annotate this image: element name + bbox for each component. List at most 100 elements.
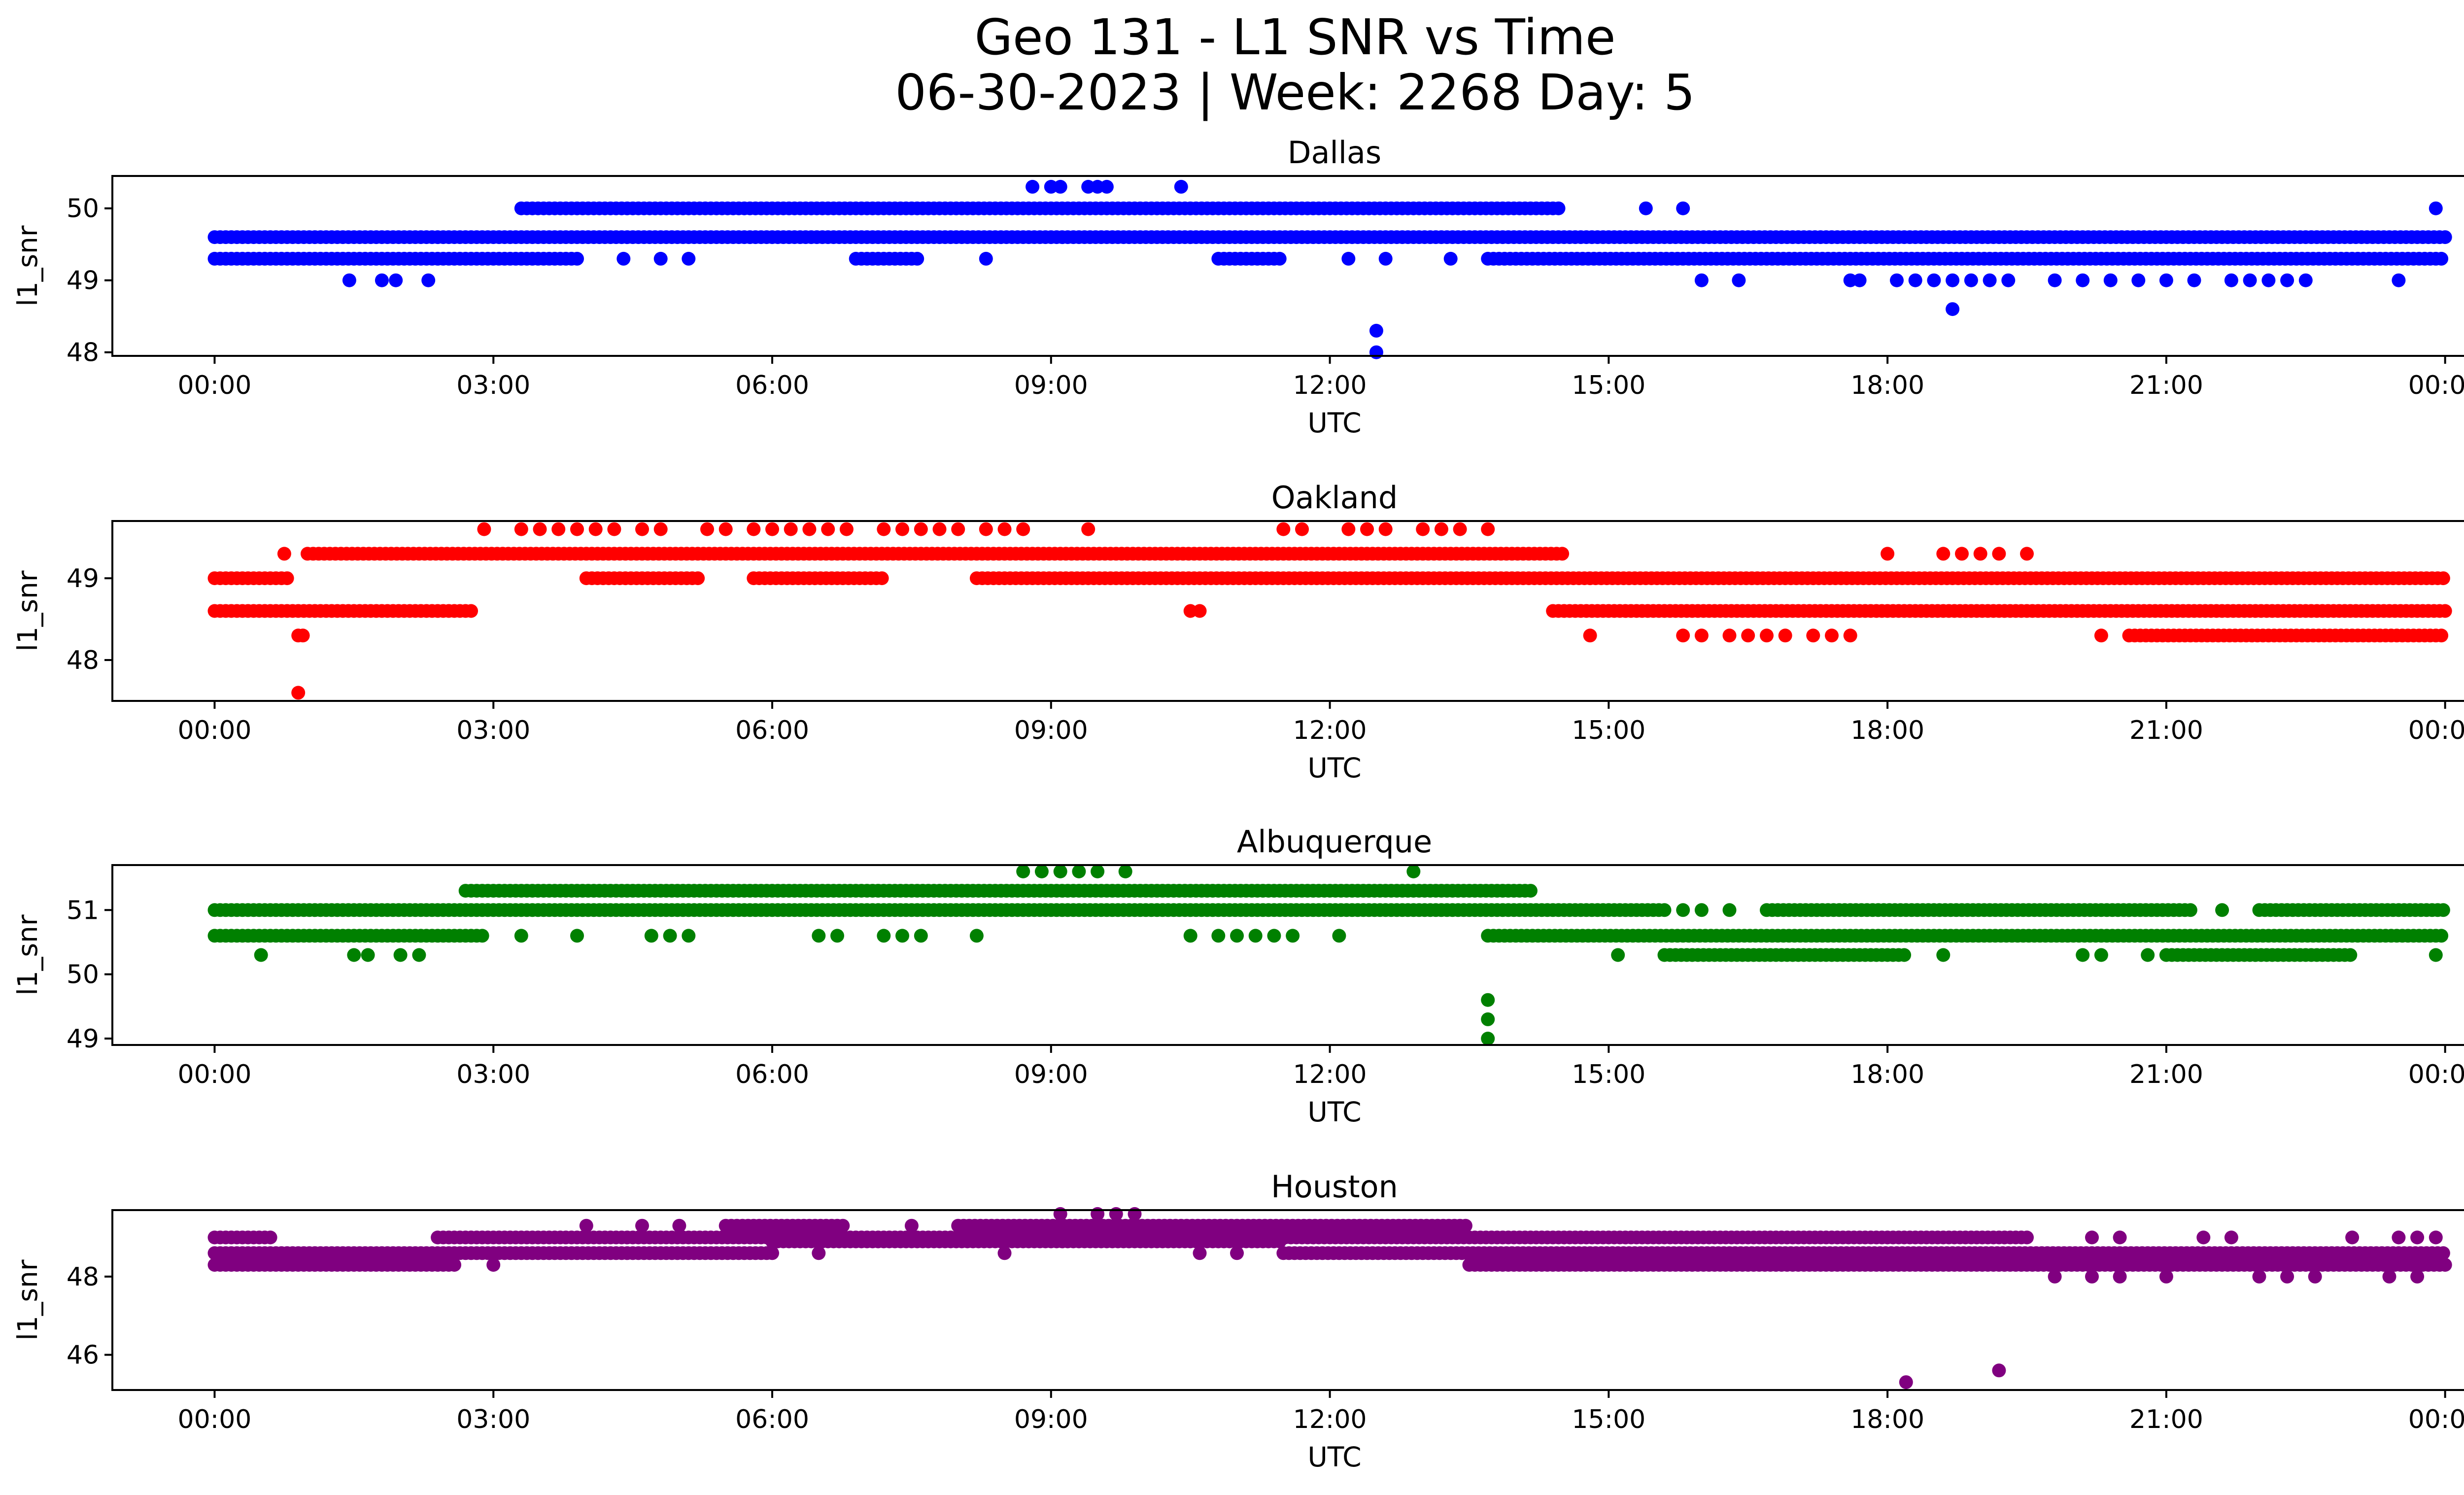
dallas-data-point [1927, 273, 1941, 287]
figure-title-line1: Geo 131 - L1 SNR vs Time [975, 8, 1616, 66]
oakland-data-point [802, 522, 817, 536]
oakland-data-point [914, 522, 928, 536]
houston-x-axis-label: UTC [1307, 1441, 1361, 1473]
oakland-xtick-label: 00:00 [178, 716, 252, 745]
houston-xtick-label: 00:00 [2408, 1405, 2464, 1434]
albuquerque-data-point [1694, 903, 1709, 917]
dallas-data-point [1369, 323, 1383, 338]
houston-xtick-label: 03:00 [456, 1405, 530, 1434]
albuquerque-data-point [1034, 865, 1049, 878]
albuquerque-data-point [1267, 929, 1281, 943]
dallas-data-point [979, 251, 993, 266]
dallas-data-point [616, 251, 631, 266]
oakland-band-point [691, 571, 705, 586]
houston-data-point [2280, 1269, 2294, 1284]
dallas-data-point [2187, 273, 2201, 287]
oakland-ytick-label: 49 [67, 564, 99, 593]
oakland-data-point [1016, 522, 1030, 536]
albuquerque-x-axis-label: UTC [1307, 1096, 1361, 1128]
dallas-data-point [389, 273, 403, 287]
houston-data-point [2392, 1230, 2406, 1245]
houston-data-point [997, 1246, 1012, 1260]
oakland-band-point [1555, 547, 1570, 561]
albuquerque-data-point [812, 929, 826, 943]
oakland-data-point [1806, 628, 1820, 643]
oakland-data-point [895, 522, 909, 536]
houston-data-point [486, 1258, 501, 1272]
dallas-band-point [2438, 230, 2452, 244]
dallas-data-point [2298, 273, 2313, 287]
houston-data-point [2085, 1230, 2099, 1245]
dallas-data-point [1053, 179, 1067, 194]
albuquerque-data-point [361, 948, 375, 962]
albuquerque-data-point [1722, 903, 1737, 917]
albuquerque-data-point [1611, 948, 1625, 962]
houston-data-point [672, 1218, 686, 1233]
oakland-data-point [291, 686, 306, 700]
albuquerque-data-point [514, 929, 528, 943]
oakland-xtick-label: 09:00 [1014, 716, 1088, 745]
houston-subplot-title: Houston [1271, 1169, 1398, 1205]
oakland-y-axis-label: l1_snr [12, 570, 43, 651]
oakland-xtick-label: 15:00 [1572, 716, 1645, 745]
houston-data-point [2224, 1230, 2238, 1245]
oakland-data-point [607, 522, 621, 536]
albuquerque-series [207, 865, 2450, 1045]
subplot-houston: Houston 00:00 03:00 06:00 09:00 12:00 15:00 18:… [12, 1169, 2464, 1473]
albuquerque-data-point [1016, 865, 1030, 878]
oakland-data-point [979, 522, 993, 536]
dallas-data-point [2076, 273, 2090, 287]
oakland-data-point [784, 522, 798, 536]
albuquerque-data-point [1183, 929, 1198, 943]
oakland-data-point [1955, 547, 1969, 561]
oakland-data-point [2020, 547, 2034, 561]
dallas-subplot-title: Dallas [1288, 135, 1381, 171]
dallas-x-axis-label: UTC [1307, 407, 1361, 439]
oakland-data-point [719, 522, 733, 536]
oakland-data-point [1694, 628, 1709, 643]
houston-data-point [2159, 1269, 2173, 1284]
dallas-data-point [682, 251, 696, 266]
albuquerque-band-point [1897, 948, 1912, 962]
oakland-data-point [1843, 628, 1857, 643]
oakland-data-point [635, 522, 649, 536]
subplot-dallas: Dallas 00:00 03:00 06:00 09:00 12:00 15:00 18:0… [12, 135, 2464, 439]
albuquerque-data-point [254, 948, 268, 962]
albuquerque-data-point [895, 929, 909, 943]
dallas-data-point [1908, 273, 1922, 287]
oakland-data-point [2094, 628, 2108, 643]
dallas-ytick-label: 50 [67, 194, 99, 224]
oakland-ytick-label: 48 [67, 646, 99, 675]
houston-data-point [635, 1218, 649, 1233]
oakland-data-point [1276, 522, 1291, 536]
houston-data-point [2085, 1269, 2099, 1284]
albuquerque-xtick-label: 00:00 [2408, 1060, 2464, 1089]
oakland-data-point [1992, 547, 2006, 561]
houston-band-point [263, 1230, 277, 1245]
oakland-band-point [464, 604, 478, 618]
dallas-data-point [2224, 273, 2238, 287]
dallas-band-point [570, 251, 584, 266]
oakland-band-point [2436, 571, 2450, 586]
oakland-data-point [1378, 522, 1393, 536]
houston-band-point [765, 1246, 779, 1260]
oakland-data-point [951, 522, 965, 536]
albuquerque-data-point [393, 948, 408, 962]
albuquerque-data-point [663, 929, 677, 943]
oakland-data-point [839, 522, 854, 536]
oakland-xtick-label: 12:00 [1293, 716, 1367, 745]
dallas-data-point [1676, 201, 1690, 215]
albuquerque-xtick-label: 09:00 [1014, 1060, 1088, 1089]
subplot-panels: Dallas 00:00 03:00 06:00 09:00 12:00 15:00 18:0… [12, 135, 2464, 1473]
houston-ytick-label: 48 [67, 1262, 99, 1292]
oakland-data-point [932, 522, 947, 536]
houston-data-point [2113, 1269, 2127, 1284]
oakland-data-point [1722, 628, 1737, 643]
albuquerque-data-point [1211, 929, 1226, 943]
oakland-data-point [514, 522, 528, 536]
albuquerque-data-point [914, 929, 928, 943]
houston-data-point [579, 1218, 593, 1233]
dallas-axes-frame [111, 175, 2464, 357]
oakland-data-point [533, 522, 547, 536]
dallas-data-point [1341, 251, 1356, 266]
